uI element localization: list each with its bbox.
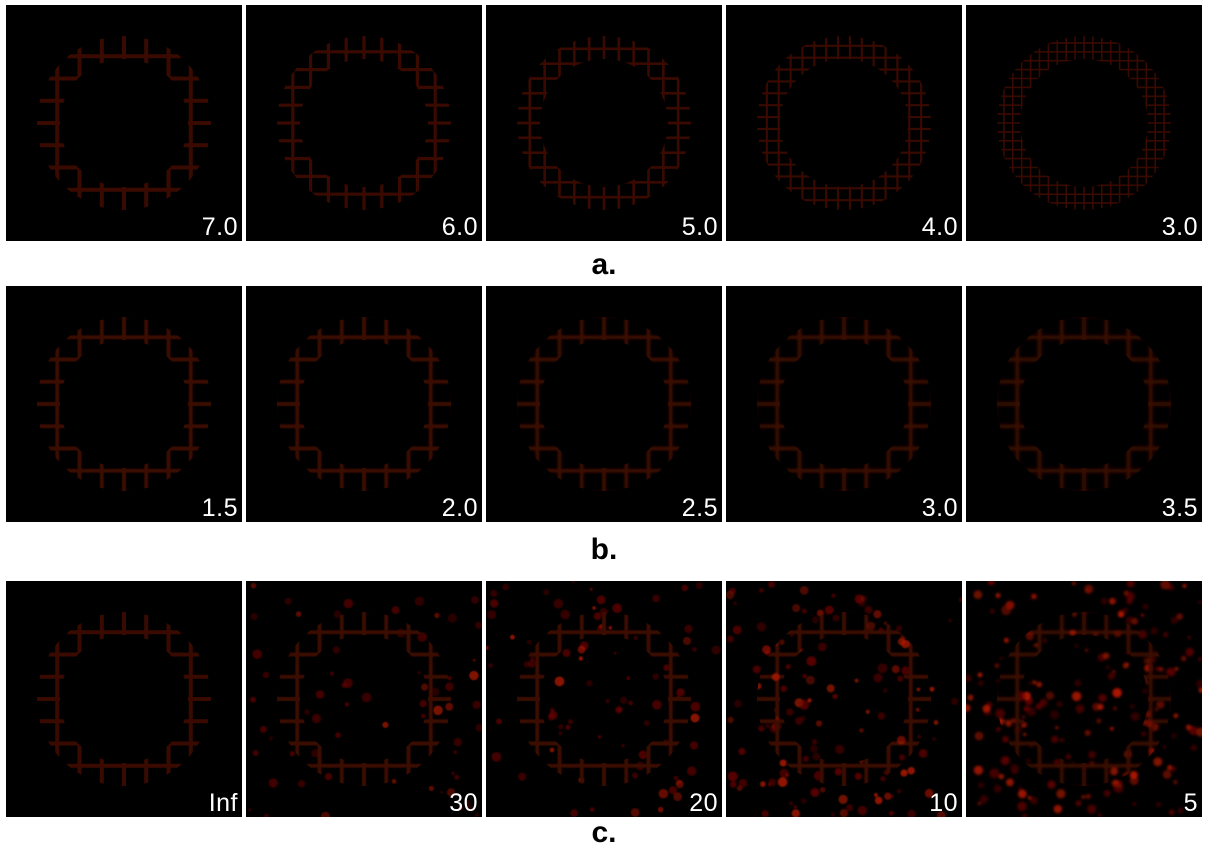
panel-c-3: 20 (486, 581, 722, 817)
panel-a-3: 5.0 (486, 5, 722, 241)
row-label-c: c. (591, 816, 617, 849)
ring-image (486, 581, 722, 817)
panel-value-label: 30 (449, 789, 478, 817)
panel-a-2: 6.0 (246, 5, 482, 241)
panel-a-5: 3.0 (966, 5, 1202, 241)
row-b: 1.5 2.0 2.5 3.0 3.5 (6, 286, 1202, 522)
panel-value-label: 3.0 (1161, 213, 1198, 241)
row-label-b: b. (590, 533, 618, 566)
panel-b-5: 3.5 (966, 286, 1202, 522)
panel-b-4: 3.0 (726, 286, 962, 522)
ring-image (966, 286, 1202, 522)
panel-c-4: 10 (726, 581, 962, 817)
panel-value-label: 7.0 (201, 213, 238, 241)
panel-value-label: 4.0 (921, 213, 958, 241)
panel-value-label: 2.5 (681, 494, 718, 522)
panel-value-label: 2.0 (441, 494, 478, 522)
panel-value-label: 10 (929, 789, 958, 817)
row-label-a: a. (591, 248, 617, 281)
ring-image (246, 286, 482, 522)
ring-image (726, 286, 962, 522)
panel-c-5: 5 (966, 581, 1202, 817)
ring-image (6, 5, 242, 241)
panel-value-label: 6.0 (441, 213, 478, 241)
panel-c-1: Inf (6, 581, 242, 817)
ring-image (486, 5, 722, 241)
panel-value-label: Inf (208, 789, 238, 817)
ring-image (966, 5, 1202, 241)
ring-image (726, 581, 962, 817)
panel-value-label: 1.5 (201, 494, 238, 522)
panel-value-label: 3.0 (921, 494, 958, 522)
ring-image (726, 5, 962, 241)
ring-image (6, 581, 242, 817)
ring-image (246, 5, 482, 241)
ring-image (966, 581, 1202, 817)
panel-value-label: 3.5 (1161, 494, 1198, 522)
panel-value-label: 5 (1183, 789, 1198, 817)
ring-image (6, 286, 242, 522)
panel-value-label: 20 (689, 789, 718, 817)
panel-value-label: 5.0 (681, 213, 718, 241)
panel-b-1: 1.5 (6, 286, 242, 522)
panel-b-3: 2.5 (486, 286, 722, 522)
ring-image (486, 286, 722, 522)
row-a: 7.0 6.0 5.0 4.0 3.0 (6, 5, 1202, 241)
panel-a-4: 4.0 (726, 5, 962, 241)
row-c: Inf 30 20 10 5 (6, 581, 1202, 817)
panel-b-2: 2.0 (246, 286, 482, 522)
panel-c-2: 30 (246, 581, 482, 817)
ring-image (246, 581, 482, 817)
panel-a-1: 7.0 (6, 5, 242, 241)
